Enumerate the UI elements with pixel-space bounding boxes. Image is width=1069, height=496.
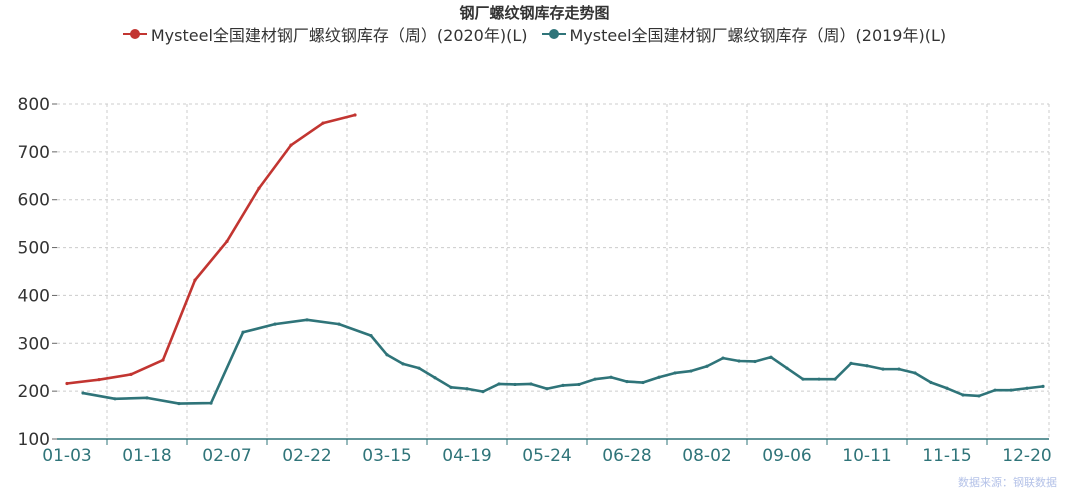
- legend-item-2020[interactable]: Mysteel全国建材钢厂螺纹钢库存（周）(2020年)(L): [122, 22, 528, 46]
- y-tick-label: 400: [18, 286, 50, 306]
- data-point-0: [321, 121, 325, 125]
- data-point-1: [337, 322, 341, 326]
- data-point-1: [929, 380, 933, 385]
- chart-title: 钢厂螺纹钢库存走势图: [459, 4, 610, 22]
- data-point-1: [849, 361, 853, 365]
- series-line-1: [82, 318, 1044, 405]
- data-point-1: [497, 382, 501, 386]
- data-point-1: [961, 393, 965, 397]
- data-point-1: [769, 355, 773, 359]
- legend: Mysteel全国建材钢厂螺纹钢库存（周）(2020年)(L) Mysteel全…: [0, 22, 1069, 46]
- data-point-1: [993, 388, 997, 392]
- data-point-1: [641, 380, 645, 385]
- data-point-1: [577, 382, 581, 387]
- data-point-1: [209, 401, 213, 405]
- data-point-1: [545, 387, 549, 391]
- data-point-0: [97, 378, 101, 382]
- y-tick-label: 300: [18, 334, 50, 354]
- data-point-1: [433, 376, 437, 380]
- data-point-1: [657, 375, 661, 379]
- x-tick-label: 12-20: [1002, 446, 1051, 466]
- legend-label-2020: Mysteel全国建材钢厂螺纹钢库存（周）(2020年)(L): [150, 26, 528, 45]
- data-point-1: [865, 364, 869, 368]
- data-point-1: [625, 379, 629, 384]
- data-source: 数据来源：钢联数据: [958, 476, 1057, 489]
- data-point-1: [241, 330, 245, 334]
- data-point-0: [225, 239, 229, 243]
- y-tick-label: 200: [18, 382, 50, 402]
- x-tick-label: 04-19: [442, 446, 491, 466]
- data-point-1: [737, 359, 741, 363]
- data-point-1: [593, 377, 597, 381]
- data-point-1: [369, 334, 373, 338]
- data-point-0: [161, 358, 165, 362]
- data-point-1: [465, 387, 469, 391]
- data-point-1: [1009, 388, 1013, 392]
- data-point-0: [65, 381, 69, 386]
- data-point-1: [817, 377, 821, 381]
- data-point-0: [193, 278, 197, 282]
- data-point-1: [529, 382, 533, 386]
- data-point-1: [785, 366, 789, 370]
- legend-item-2019[interactable]: Mysteel全国建材钢厂螺纹钢库存（周）(2019年)(L): [541, 22, 947, 46]
- data-point-1: [513, 382, 517, 387]
- data-point-1: [449, 385, 453, 389]
- data-point-1: [113, 397, 117, 401]
- data-point-1: [1025, 386, 1029, 390]
- x-tick-label: 08-02: [682, 446, 731, 466]
- data-point-1: [145, 396, 149, 400]
- x-tick-label: 10-11: [842, 446, 891, 466]
- data-point-1: [481, 390, 485, 394]
- y-tick-label: 800: [18, 95, 50, 115]
- data-point-1: [673, 371, 677, 375]
- x-tick-label: 05-24: [522, 446, 571, 466]
- data-point-1: [561, 383, 565, 387]
- data-point-1: [401, 362, 405, 366]
- data-point-1: [385, 353, 389, 357]
- x-tick-label: 06-28: [602, 446, 651, 466]
- data-point-1: [897, 367, 901, 371]
- data-point-1: [833, 377, 837, 381]
- x-tick-label: 03-15: [362, 446, 411, 466]
- legend-marker-2019-icon: [541, 29, 566, 39]
- y-tick-label: 100: [18, 430, 50, 450]
- x-tick-label: 02-22: [282, 446, 331, 466]
- data-point-1: [689, 369, 693, 373]
- data-point-0: [129, 372, 133, 376]
- data-point-1: [177, 401, 181, 406]
- data-point-1: [881, 367, 885, 371]
- x-tick-label: 09-06: [762, 446, 811, 466]
- data-point-1: [753, 359, 757, 364]
- data-point-1: [977, 394, 981, 398]
- data-point-1: [801, 377, 805, 381]
- data-point-1: [273, 322, 277, 326]
- x-tick-label: 01-18: [122, 446, 171, 466]
- series-line-0: [66, 113, 356, 385]
- data-point-1: [417, 366, 421, 370]
- x-tick-label: 02-07: [202, 446, 251, 466]
- y-tick-label: 600: [18, 191, 50, 211]
- data-point-1: [945, 386, 949, 390]
- data-point-1: [913, 371, 917, 375]
- data-point-1: [721, 356, 725, 360]
- legend-marker-2020-icon: [122, 29, 147, 39]
- data-point-1: [1041, 384, 1045, 388]
- data-point-0: [289, 143, 293, 147]
- data-point-1: [609, 375, 613, 379]
- data-point-1: [81, 391, 85, 395]
- x-tick-label: 11-15: [922, 446, 971, 466]
- data-point-0: [353, 113, 357, 117]
- data-point-1: [305, 318, 309, 322]
- y-tick-label: 700: [18, 143, 50, 163]
- data-point-0: [257, 186, 261, 190]
- y-tick-label: 500: [18, 239, 50, 259]
- x-tick-label: 01-03: [42, 446, 91, 466]
- data-point-1: [705, 364, 709, 368]
- legend-label-2019: Mysteel全国建材钢厂螺纹钢库存（周）(2019年)(L): [569, 26, 947, 45]
